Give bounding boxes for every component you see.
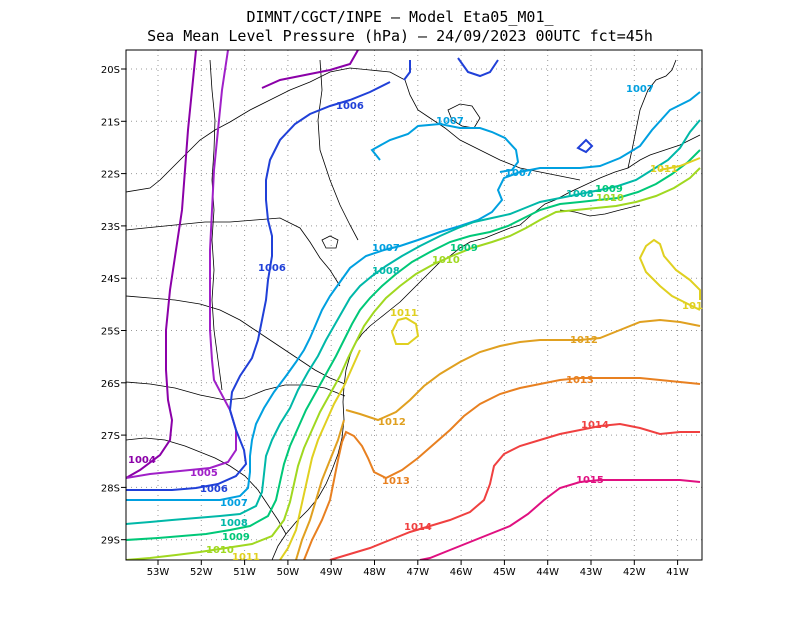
label-1013: 1013 (382, 476, 410, 487)
lon-label: 50W (277, 567, 300, 578)
lat-label: 21S (101, 117, 120, 128)
label-1007: 1007 (220, 498, 248, 509)
label-1006: 1006 (336, 101, 364, 112)
label-1014: 1014 (581, 420, 609, 431)
isobar-1007b (370, 122, 520, 173)
coastline-and-borders (126, 59, 701, 560)
lon-label: 42W (623, 567, 646, 578)
isobar-1011 (638, 238, 701, 311)
lon-label: 48W (363, 567, 386, 578)
lat-label: 24S (101, 274, 120, 285)
border-g (559, 204, 641, 217)
lon-label: 45W (493, 567, 516, 578)
label-1009: 1009 (450, 243, 478, 254)
lon-label: 43W (580, 567, 603, 578)
label-1009: 1009 (595, 184, 623, 195)
label-1005: 1005 (190, 468, 218, 479)
lat-label: 27S (101, 431, 120, 442)
isobar-1011b (659, 157, 701, 171)
lat-label: 22S (101, 170, 120, 181)
lake-b (447, 103, 481, 129)
lat-label: 29S (101, 536, 120, 547)
label-1011: 1011 (232, 552, 260, 563)
isobar-1006c (457, 57, 499, 78)
label-1004: 1004 (128, 455, 156, 466)
border-f (317, 59, 359, 241)
label-1014: 1014 (404, 522, 432, 533)
label-1010: 1010 (596, 193, 624, 204)
isobar-1014 (329, 422, 700, 560)
lat-label: 25S (101, 327, 120, 338)
isobar-1007 (126, 91, 701, 501)
label-1008: 1008 (220, 518, 248, 529)
state-border-c (126, 295, 346, 385)
isobar-1009 (126, 149, 701, 541)
lon-label: 41W (666, 567, 689, 578)
contour-labels: 1006 1007 1007 1007 1008 1009 1010 1011 … (128, 84, 703, 563)
plot-frame (125, 49, 703, 561)
label-1007: 1007 (505, 168, 533, 179)
lon-label: 52W (190, 567, 213, 578)
label-1007: 1007 (372, 243, 400, 254)
isobar-1012 (345, 318, 701, 422)
isobar-1010 (126, 167, 701, 560)
isobar-1015 (419, 479, 701, 560)
label-1015: 1015 (576, 475, 604, 486)
label-1009: 1009 (222, 532, 250, 543)
label-1013: 1013 (566, 375, 594, 386)
lat-label: 20S (101, 65, 120, 76)
label-1006: 1006 (258, 263, 286, 274)
state-border-e (126, 437, 287, 535)
label-1012: 1012 (570, 335, 598, 346)
label-1006: 1006 (200, 484, 228, 495)
isobar-1008 (126, 119, 701, 525)
state-border-b (126, 217, 341, 287)
country-border (209, 59, 223, 391)
isobar-1006d (576, 138, 594, 154)
isobar-1005 (126, 50, 237, 479)
lat-label: 23S (101, 222, 120, 233)
latitude-labels: 20S 21S 22S 23S 24S 25S 26S 27S 28S 29S (101, 65, 120, 547)
label-1010: 1010 (432, 255, 460, 266)
map-title-line2: Sea Mean Level Pressure (hPa) — 24/09/20… (147, 27, 653, 45)
isobar-1011d (279, 349, 361, 560)
label-1010: 1010 (206, 545, 234, 556)
lon-label: 46W (450, 567, 473, 578)
isobar-1006b (403, 60, 411, 81)
isobar-1013 (303, 377, 701, 560)
label-101: 101 (682, 301, 703, 312)
island-coast (627, 59, 677, 169)
isobar-1004b (261, 50, 359, 89)
coastline (271, 134, 701, 560)
isobar-1012b (295, 419, 345, 560)
lon-label: 49W (320, 567, 343, 578)
label-1008: 1008 (372, 266, 400, 277)
lon-label: 51W (233, 567, 256, 578)
axis-ticks (121, 68, 679, 565)
longitude-labels: 53W 52W 51W 50W 49W 48W 47W 46W 45W 44W 43W 42W 41W (147, 567, 689, 578)
isobar-1011c (390, 316, 420, 345)
lon-label: 53W (147, 567, 170, 578)
label-1011: 1011 (650, 164, 678, 175)
lon-label: 47W (406, 567, 429, 578)
map-title-line1: DIMNT/CGCT/INPE — Model Eta05_M01_ (246, 8, 554, 26)
lon-label: 44W (536, 567, 559, 578)
label-1012: 1012 (378, 417, 406, 428)
lake-a (321, 235, 339, 249)
isobar-1004 (126, 50, 197, 479)
label-1007: 1007 (626, 84, 654, 95)
label-1008: 1008 (566, 189, 594, 200)
lat-lon-grid (126, 50, 702, 560)
isobar-1006 (126, 81, 391, 491)
lat-label: 26S (101, 379, 120, 390)
lat-label: 28S (101, 483, 120, 494)
label-1007: 1007 (436, 116, 464, 127)
label-1011: 1011 (390, 308, 418, 319)
